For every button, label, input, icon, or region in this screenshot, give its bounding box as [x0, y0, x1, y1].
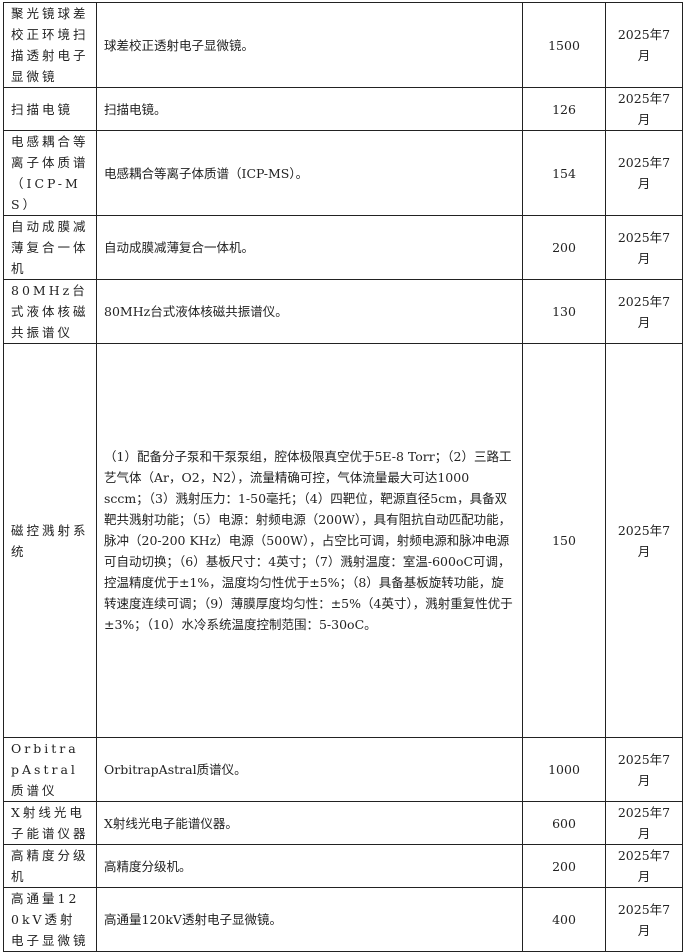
equipment-name-cell: 高通量120kV透射电子显微镜	[3, 887, 97, 952]
date-cell: 2025年7月	[605, 87, 683, 131]
date-cell: 2025年7月	[605, 2, 683, 88]
date-cell: 2025年7月	[605, 887, 683, 952]
table-row: 电感耦合等离子体质谱（ICP-MS） 电感耦合等离子体质谱（ICP-MS）。 154…	[3, 130, 683, 216]
equipment-description-cell: 球差校正透射电子显微镜。	[96, 2, 523, 88]
amount-cell: 150	[522, 343, 606, 738]
table-row: 聚光镜球差校正环境扫描透射电子显微镜 球差校正透射电子显微镜。 1500 2025年7…	[3, 2, 683, 88]
date-cell: 2025年7月	[605, 215, 683, 280]
table-row: OrbitrapAstral质谱仪 OrbitrapAstral质谱仪。 1000 2…	[3, 737, 683, 802]
date-cell: 2025年7月	[605, 844, 683, 888]
equipment-description-cell: （1）配备分子泵和干泵泵组，腔体极限真空优于5E-8 Torr；（2）三路工艺气…	[96, 343, 523, 738]
amount-cell: 600	[522, 801, 606, 845]
equipment-name-cell: X射线光电子能谱仪器	[3, 801, 97, 845]
equipment-name-cell: 80MHz台式液体核磁共振谱仪	[3, 279, 97, 344]
table-row: 高通量120kV透射电子显微镜 高通量120kV透射电子显微镜。 400 2025年7…	[3, 887, 683, 952]
amount-cell: 1500	[522, 2, 606, 88]
table-row: 自动成膜减薄复合一体机 自动成膜减薄复合一体机。 200 2025年7月	[3, 215, 683, 280]
equipment-name-cell: 电感耦合等离子体质谱（ICP-MS）	[3, 130, 97, 216]
date-cell: 2025年7月	[605, 737, 683, 802]
amount-cell: 200	[522, 215, 606, 280]
table-row: 高精度分级机 高精度分级机。 200 2025年7月	[3, 844, 683, 888]
equipment-description-cell: 高精度分级机。	[96, 844, 523, 888]
amount-cell: 400	[522, 887, 606, 952]
equipment-name-cell: 磁控溅射系统	[3, 343, 97, 738]
equipment-description-cell: 80MHz台式液体核磁共振谱仪。	[96, 279, 523, 344]
equipment-description-cell: 电感耦合等离子体质谱（ICP-MS）。	[96, 130, 523, 216]
table-row: X射线光电子能谱仪器 X射线光电子能谱仪器。 600 2025年7月	[3, 801, 683, 845]
amount-cell: 126	[522, 87, 606, 131]
equipment-name-cell: 高精度分级机	[3, 844, 97, 888]
amount-cell: 154	[522, 130, 606, 216]
equipment-table: 聚光镜球差校正环境扫描透射电子显微镜 球差校正透射电子显微镜。 1500 2025年7…	[3, 2, 683, 952]
date-cell: 2025年7月	[605, 279, 683, 344]
amount-cell: 130	[522, 279, 606, 344]
equipment-name-cell: 扫描电镜	[3, 87, 97, 131]
amount-cell: 200	[522, 844, 606, 888]
equipment-name-cell: 自动成膜减薄复合一体机	[3, 215, 97, 280]
equipment-description-cell: 高通量120kV透射电子显微镜。	[96, 887, 523, 952]
table-row: 80MHz台式液体核磁共振谱仪 80MHz台式液体核磁共振谱仪。 130 2025年7…	[3, 279, 683, 344]
date-cell: 2025年7月	[605, 130, 683, 216]
date-cell: 2025年7月	[605, 801, 683, 845]
date-cell: 2025年7月	[605, 343, 683, 738]
table-row: 扫描电镜 扫描电镜。 126 2025年7月	[3, 87, 683, 131]
equipment-description-cell: X射线光电子能谱仪器。	[96, 801, 523, 845]
equipment-name-cell: OrbitrapAstral质谱仪	[3, 737, 97, 802]
table-row: 磁控溅射系统 （1）配备分子泵和干泵泵组，腔体极限真空优于5E-8 Torr；（2…	[3, 343, 683, 738]
equipment-description-cell: 自动成膜减薄复合一体机。	[96, 215, 523, 280]
amount-cell: 1000	[522, 737, 606, 802]
equipment-name-cell: 聚光镜球差校正环境扫描透射电子显微镜	[3, 2, 97, 88]
equipment-description-cell: OrbitrapAstral质谱仪。	[96, 737, 523, 802]
equipment-description-cell: 扫描电镜。	[96, 87, 523, 131]
